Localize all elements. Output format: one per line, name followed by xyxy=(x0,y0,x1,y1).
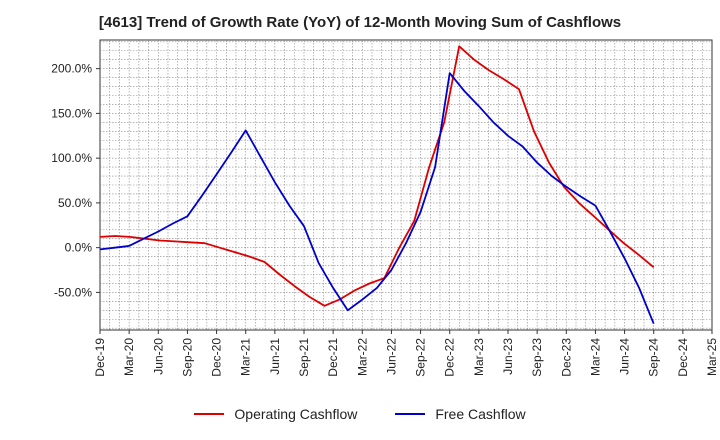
y-tick-label: 100.0% xyxy=(51,151,92,165)
x-tick-label: Sep-22 xyxy=(414,338,428,377)
x-tick-label: Dec-23 xyxy=(559,338,573,377)
legend-swatch-operating xyxy=(194,413,225,415)
y-tick-label: 200.0% xyxy=(51,62,92,76)
x-tick-label: Jun-22 xyxy=(384,338,398,375)
chart-title: [4613] Trend of Growth Rate (YoY) of 12-… xyxy=(98,14,622,31)
y-tick-label: 50.0% xyxy=(58,196,92,210)
y-tick-label: 150.0% xyxy=(51,106,92,120)
x-tick-label: Mar-25 xyxy=(705,338,719,376)
y-tick-label: 0.0% xyxy=(65,241,93,255)
legend-swatch-free xyxy=(395,413,426,415)
chart-legend: Operating Cashflow Free Cashflow xyxy=(0,406,720,422)
x-tick-label: Dec-19 xyxy=(93,338,107,377)
x-tick-label: Mar-23 xyxy=(472,338,486,376)
x-tick-label: Jun-24 xyxy=(618,338,632,375)
x-tick-label: Sep-24 xyxy=(647,338,661,377)
x-tick-label: Jun-20 xyxy=(151,338,165,375)
x-tick-label: Sep-23 xyxy=(530,338,544,377)
x-tick-label: Dec-21 xyxy=(326,338,340,377)
x-tick-label: Dec-20 xyxy=(210,338,224,377)
x-tick-label: Sep-21 xyxy=(297,338,311,377)
legend-item-free-cashflow: Free Cashflow xyxy=(395,406,526,422)
x-tick-label: Mar-21 xyxy=(239,338,253,376)
x-tick-label: Jun-21 xyxy=(268,338,282,375)
x-tick-label: Mar-20 xyxy=(122,338,136,376)
y-tick-label: -50.0% xyxy=(54,285,92,299)
x-tick-label: Dec-24 xyxy=(676,338,690,377)
series-line-free-cashflow xyxy=(99,72,655,325)
legend-item-operating-cashflow: Operating Cashflow xyxy=(194,406,357,422)
legend-label-operating: Operating Cashflow xyxy=(234,406,358,422)
x-tick-label: Mar-22 xyxy=(355,338,369,376)
x-tick-label: Mar-24 xyxy=(588,338,602,376)
legend-label-free: Free Cashflow xyxy=(435,406,526,422)
x-tick-label: Jun-23 xyxy=(501,338,515,375)
x-tick-label: Sep-20 xyxy=(180,338,194,377)
x-tick-label: Dec-22 xyxy=(443,338,457,377)
